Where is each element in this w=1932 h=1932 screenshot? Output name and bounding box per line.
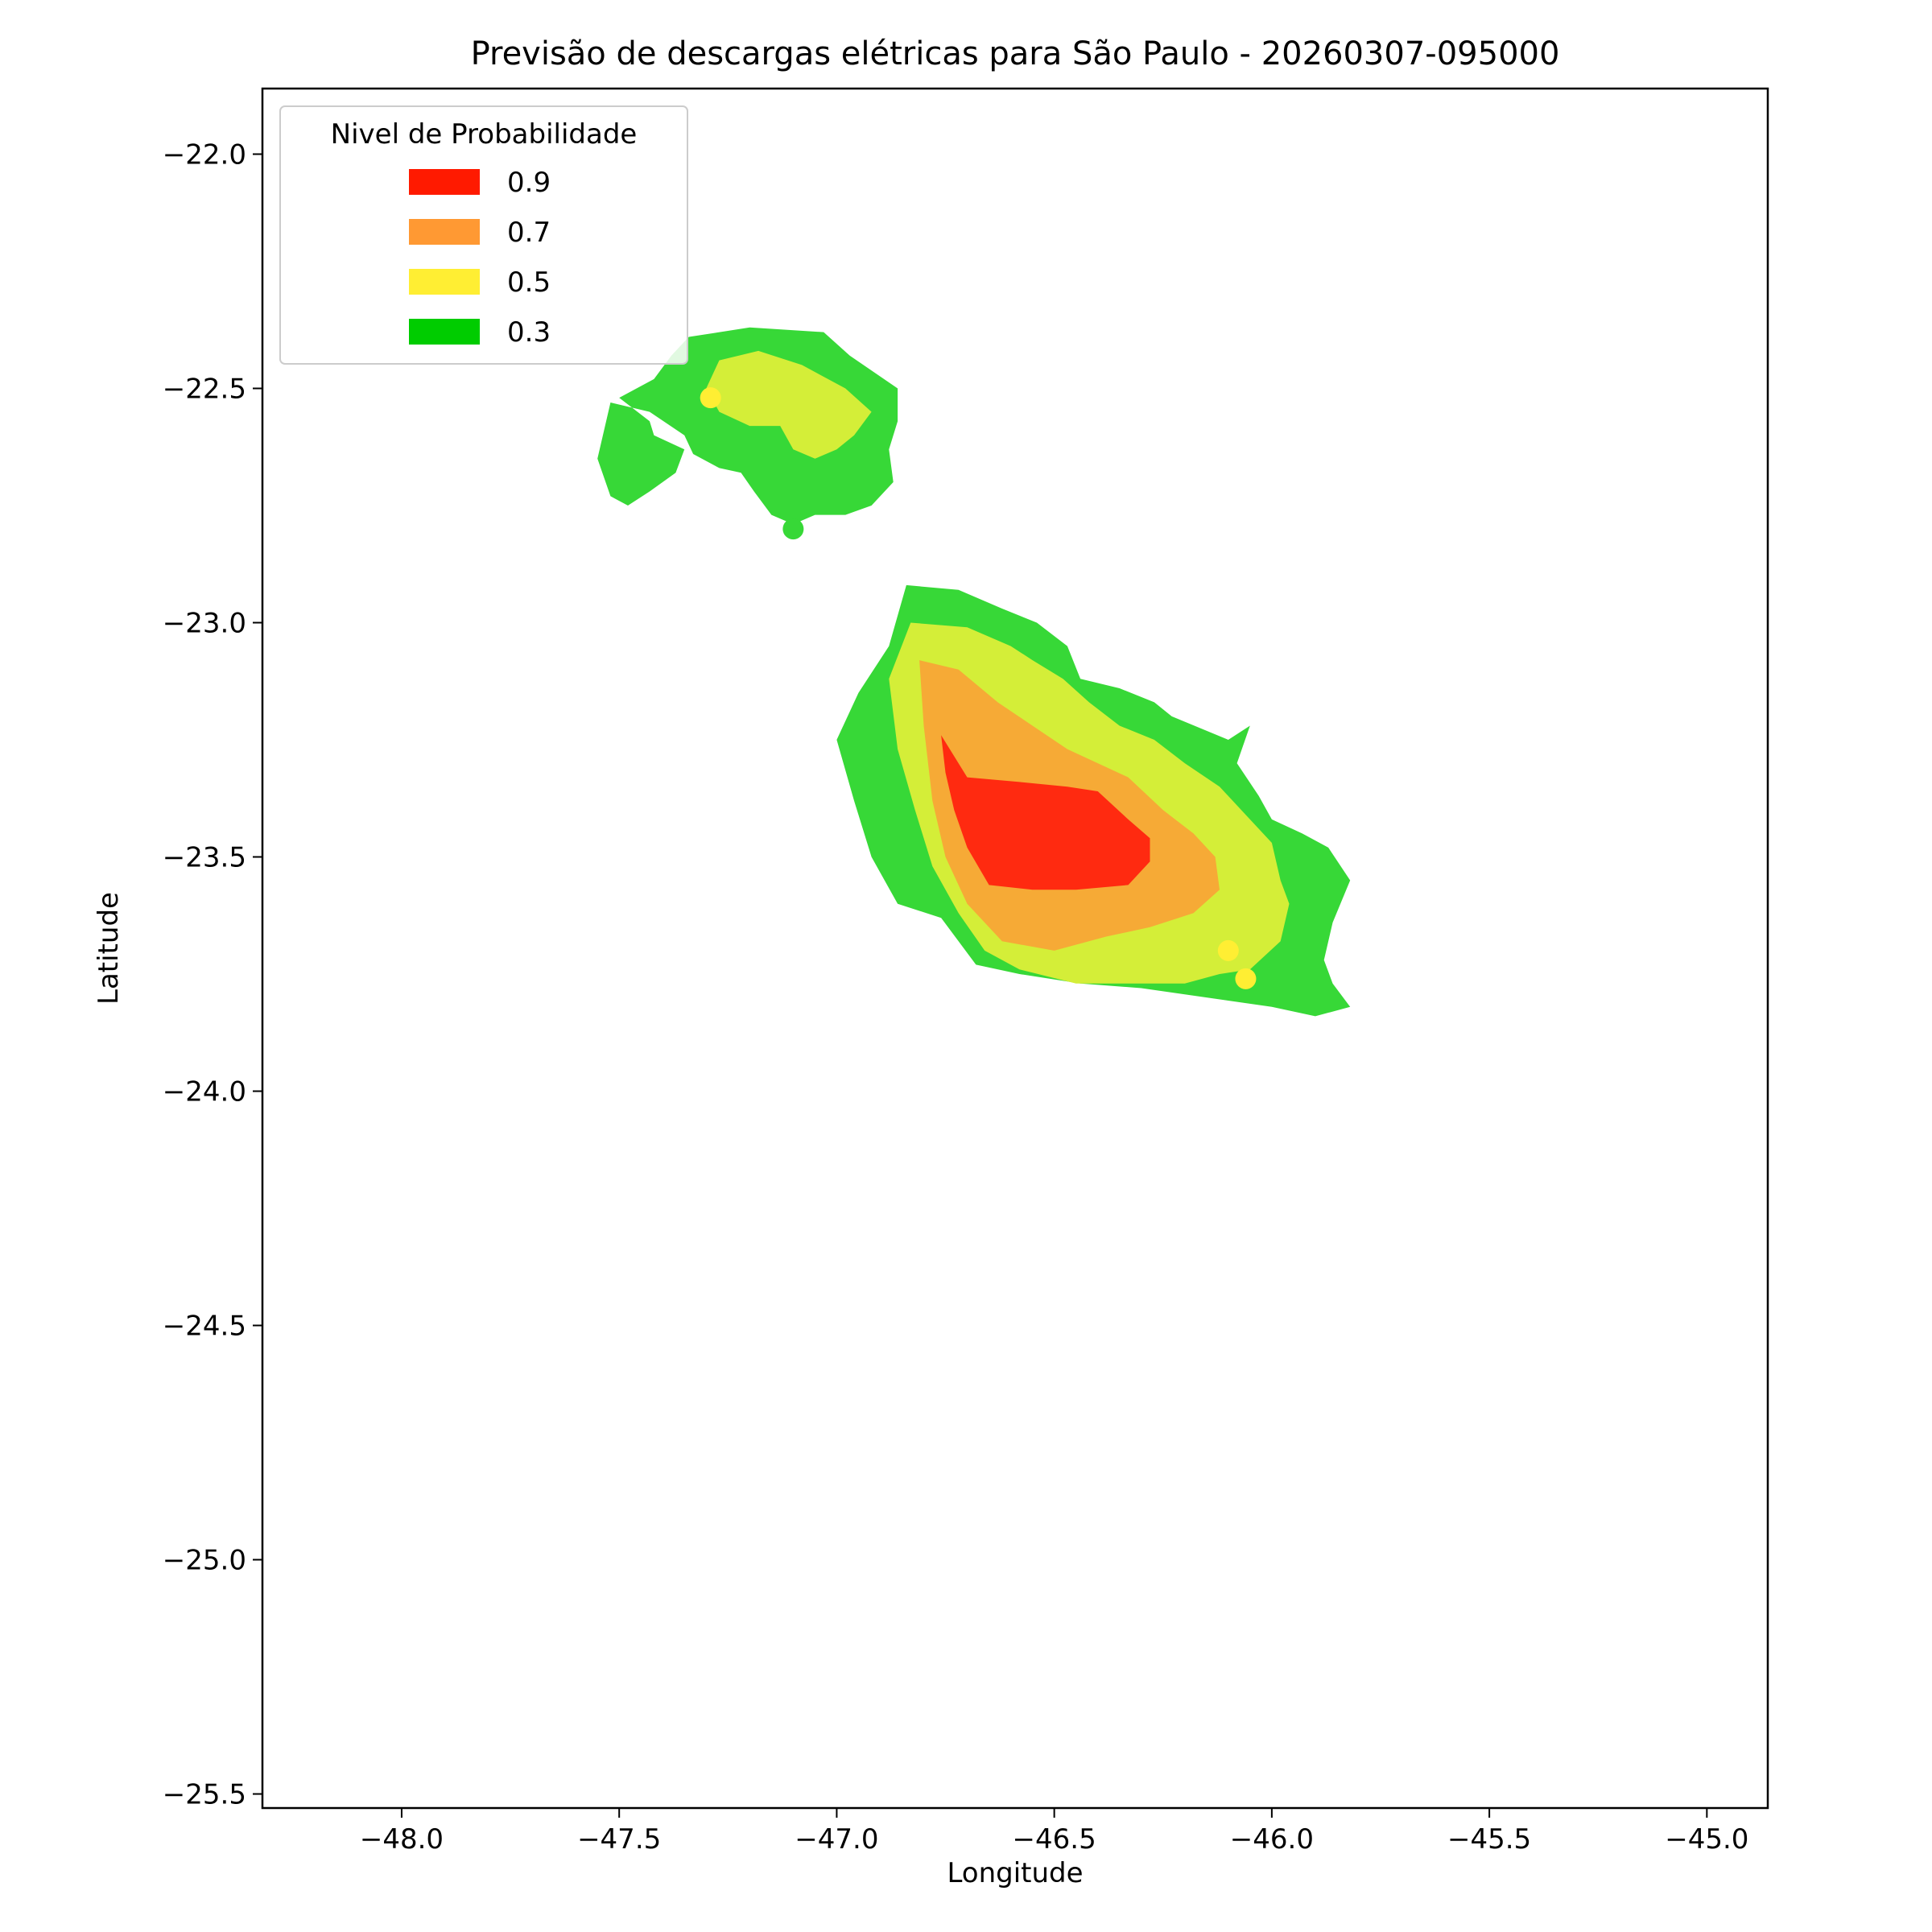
contour-point-1: [782, 518, 804, 540]
contour-region-05-1: [706, 350, 872, 459]
y-tick-label: −24.0: [163, 1076, 246, 1108]
x-axis-label: Longitude: [947, 1857, 1083, 1889]
y-tick-label: −25.0: [163, 1545, 246, 1577]
contour-point-2: [1217, 939, 1239, 961]
plot-frame: [261, 87, 1769, 1810]
x-tick-label: −46.0: [1230, 1823, 1314, 1856]
y-tick-label: −22.0: [163, 138, 246, 171]
chart-title: Previsão de descargas elétricas para São…: [471, 35, 1560, 72]
plot-area: [261, 87, 1769, 1810]
y-tick-label: −23.0: [163, 607, 246, 639]
contour-points: [700, 387, 1257, 989]
legend-box: [279, 105, 688, 365]
x-tick-label: −48.0: [360, 1823, 444, 1856]
legend-label: 0.3: [507, 316, 551, 349]
y-axis: −22.0 −22.5 −23.0 −23.5 −24.0 −24.5 −25.0 −25.5: [163, 138, 262, 1811]
contour-region-09-5: [941, 735, 1150, 890]
x-tick-label: −47.0: [795, 1823, 878, 1856]
legend: Nivel de Probabilidade 0.9 0.7 0.5 0.3: [279, 105, 688, 365]
legend-label: 0.9: [507, 167, 551, 199]
contour-point-0: [700, 387, 721, 409]
y-axis-label: Latitude: [93, 892, 125, 1005]
x-tick-label: −45.0: [1665, 1823, 1748, 1856]
legend-label: 0.5: [507, 266, 551, 299]
x-tick-label: −47.5: [577, 1823, 661, 1856]
legend-swatch: [409, 219, 480, 245]
contour-regions: [597, 327, 1351, 1017]
x-axis: −48.0 −47.5 −47.0 −46.5 −46.0 −45.5 −45.0: [360, 1808, 1748, 1856]
legend-label: 0.7: [507, 217, 551, 249]
legend-entries: 0.9 0.7 0.5 0.3: [409, 167, 551, 349]
legend-swatch: [409, 319, 480, 345]
y-tick-label: −24.5: [163, 1311, 246, 1343]
y-tick-label: −23.5: [163, 842, 246, 874]
contour-point-3: [1235, 968, 1257, 989]
y-tick-label: −22.5: [163, 373, 246, 405]
legend-title: Nivel de Probabilidade: [331, 118, 638, 151]
x-tick-label: −46.5: [1013, 1823, 1096, 1856]
x-tick-label: −45.5: [1447, 1823, 1531, 1856]
y-tick-label: −25.5: [163, 1779, 246, 1811]
legend-swatch: [409, 269, 480, 295]
legend-swatch: [409, 169, 480, 195]
